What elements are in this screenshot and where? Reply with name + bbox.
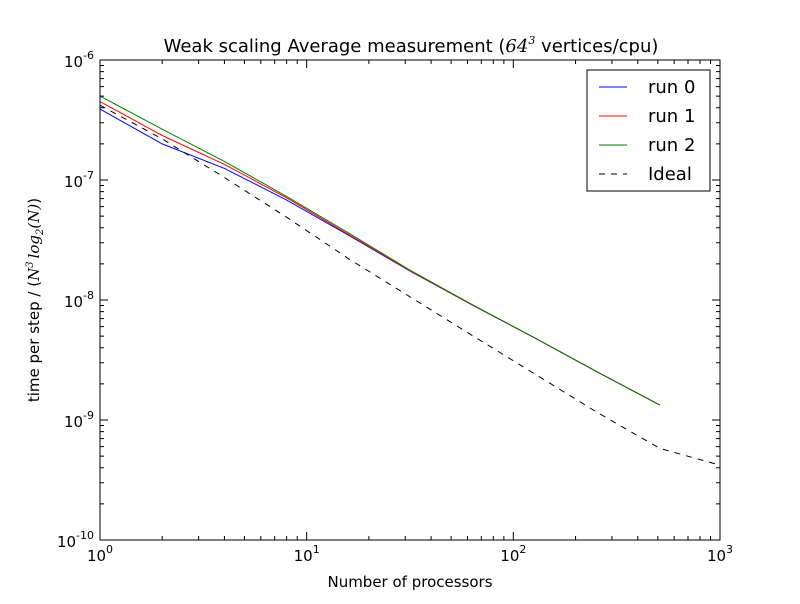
x-tick-label-3: 103 (707, 543, 733, 565)
y-label-prefix: time per step / ( (25, 281, 43, 402)
x-tick-label-0: 100 (87, 543, 113, 565)
chart-title-prefix: Weak scaling Average measurement ( (164, 36, 506, 57)
legend-label-run-2: run 2 (648, 135, 695, 156)
chart-title-math-exp: 3 (528, 34, 535, 47)
y-label-N-exp: 3 (25, 261, 36, 267)
series-line-run-2 (99, 95, 661, 406)
plot-frame (99, 59, 721, 541)
plot-ticks: 100 101 102 103 10-10 10-9 10-8 10-7 10-6 (57, 49, 733, 565)
legend-label-run-0: run 0 (648, 77, 695, 98)
y-tick-label--7: 10-7 (64, 169, 94, 191)
y-label-arg: (N) (25, 204, 43, 229)
y-label-suffix: ) (25, 198, 43, 204)
y-label-N: N (25, 267, 43, 282)
legend-entries: run 0 run 1 run 2 Ideal (599, 77, 695, 185)
y-tick-label--9: 10-9 (64, 409, 94, 431)
x-axis-label: Number of processors (327, 573, 492, 591)
legend-box (586, 69, 711, 192)
legend-label-ideal: Ideal (648, 164, 692, 185)
chart-title: Weak scaling Average measurement (643 ve… (164, 34, 659, 57)
chart-title-math-base: 64 (505, 36, 528, 57)
y-axis-label: time per step / (N3 log2(N)) (25, 198, 46, 402)
plot-lines (99, 95, 721, 466)
chart-title-suffix: vertices/cpu) (535, 36, 658, 57)
y-tick-label--8: 10-8 (64, 289, 94, 311)
y-label-log-sub: 2 (35, 229, 46, 236)
y-tick-label--6: 10-6 (64, 49, 94, 71)
x-tick-label-2: 102 (500, 543, 526, 565)
legend-label-run-1: run 1 (648, 106, 695, 127)
y-label-log: log (25, 235, 43, 258)
y-tick-label--10: 10-10 (57, 529, 94, 551)
series-line-ideal (99, 104, 721, 466)
legend: run 0 run 1 run 2 Ideal (586, 69, 711, 192)
x-tick-label-1: 101 (294, 543, 320, 565)
